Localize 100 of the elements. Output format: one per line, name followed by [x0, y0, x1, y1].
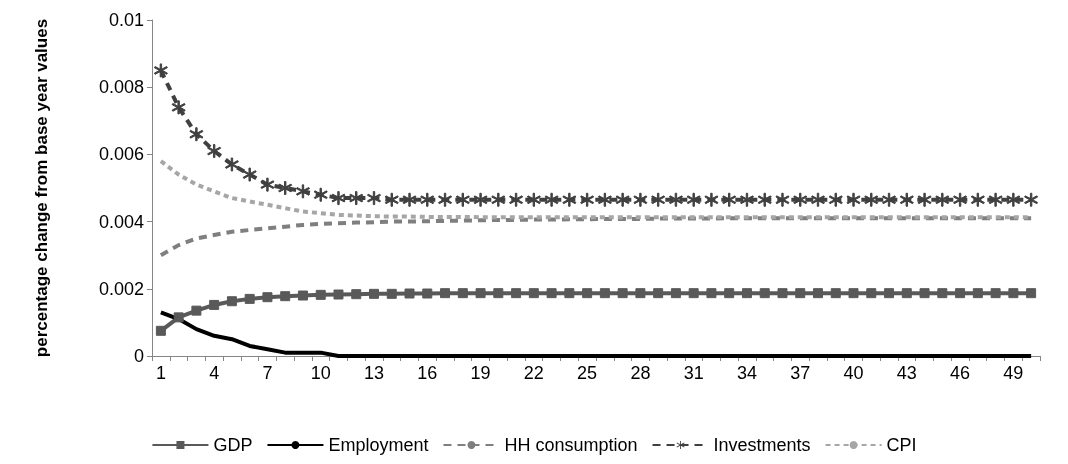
point: [615, 192, 630, 207]
line-series: [158, 216, 1034, 258]
point: [582, 288, 593, 299]
point: [438, 192, 453, 207]
legend-label: Investments: [713, 435, 811, 455]
point: [688, 288, 699, 299]
x-tick-label: 31: [683, 363, 704, 383]
point: [564, 288, 575, 299]
point: [369, 288, 379, 299]
point: [704, 192, 719, 207]
point: [171, 100, 186, 115]
point: [280, 291, 291, 302]
point: [846, 192, 861, 207]
point: [830, 288, 841, 299]
point: [722, 192, 737, 207]
x-tick-label: 22: [523, 363, 544, 383]
point: [884, 288, 895, 299]
y-tick-label: 0.002: [98, 278, 144, 299]
point: [260, 177, 275, 192]
point: [739, 192, 754, 207]
point: [420, 192, 435, 207]
y-tick-label: 0.01: [108, 10, 144, 30]
point: [848, 288, 859, 299]
point: [295, 184, 310, 199]
point: [653, 288, 664, 299]
legend-label: Employment: [328, 435, 429, 455]
point: [313, 187, 328, 202]
point: [757, 192, 772, 207]
point: [224, 157, 239, 172]
point: [155, 325, 166, 336]
point: [333, 289, 344, 300]
point: [473, 192, 488, 207]
point: [242, 167, 257, 182]
y-tick-label: 0.006: [98, 144, 144, 165]
point: [509, 192, 524, 207]
point: [670, 288, 681, 299]
x-tick-label: 7: [262, 363, 273, 383]
point: [386, 288, 397, 299]
point: [599, 288, 610, 299]
point: [562, 192, 577, 207]
line-series: [158, 310, 1034, 358]
point: [493, 288, 504, 299]
legend-label: CPI: [886, 435, 917, 455]
point: [633, 192, 648, 207]
point: [207, 144, 222, 159]
point: [777, 288, 788, 299]
point: [422, 288, 433, 299]
point: [937, 288, 948, 299]
point: [511, 288, 522, 299]
point: [811, 192, 825, 207]
point: [351, 289, 362, 300]
point: [440, 288, 451, 299]
x-tick-label: 37: [790, 363, 811, 383]
point: [173, 312, 184, 323]
point: [367, 191, 381, 206]
point: [580, 192, 595, 207]
point: [297, 290, 308, 301]
point: [278, 181, 293, 195]
point: [153, 63, 168, 78]
x-tick-label: 16: [417, 363, 438, 383]
point: [686, 192, 701, 207]
point: [668, 192, 683, 207]
point: [935, 192, 950, 207]
point: [990, 288, 1001, 299]
point: [1026, 288, 1037, 299]
y-tick-label: 0.008: [98, 77, 144, 98]
point: [793, 192, 808, 207]
point: [331, 191, 346, 206]
x-tick-label: 43: [896, 363, 917, 383]
point: [988, 192, 1003, 207]
point: [759, 288, 770, 299]
point: [953, 192, 968, 207]
point: [475, 288, 486, 299]
point: [546, 288, 557, 299]
x-tick-label: 19: [470, 363, 491, 383]
point: [597, 192, 612, 207]
point: [528, 288, 539, 299]
point: [955, 288, 966, 299]
point: [544, 192, 559, 207]
point: [191, 305, 202, 316]
x-tick-label: 10: [310, 363, 331, 383]
x-tick-label: 49: [1003, 363, 1024, 383]
point: [917, 192, 932, 207]
point: [455, 192, 470, 207]
point: [404, 288, 415, 299]
point: [402, 192, 417, 207]
point: [813, 288, 823, 299]
y-tick-label: 0.004: [98, 211, 144, 232]
point: [882, 192, 897, 207]
point: [617, 288, 628, 299]
x-tick-label: 4: [209, 363, 220, 383]
x-tick-label: 40: [843, 363, 864, 383]
point: [1006, 192, 1021, 207]
x-tick-label: 25: [577, 363, 598, 383]
point: [775, 192, 790, 207]
x-tick-label: 28: [630, 363, 651, 383]
point: [866, 288, 877, 299]
point: [244, 293, 255, 304]
x-tick-label: 13: [363, 363, 385, 383]
y-tick-label: 0: [133, 346, 144, 366]
